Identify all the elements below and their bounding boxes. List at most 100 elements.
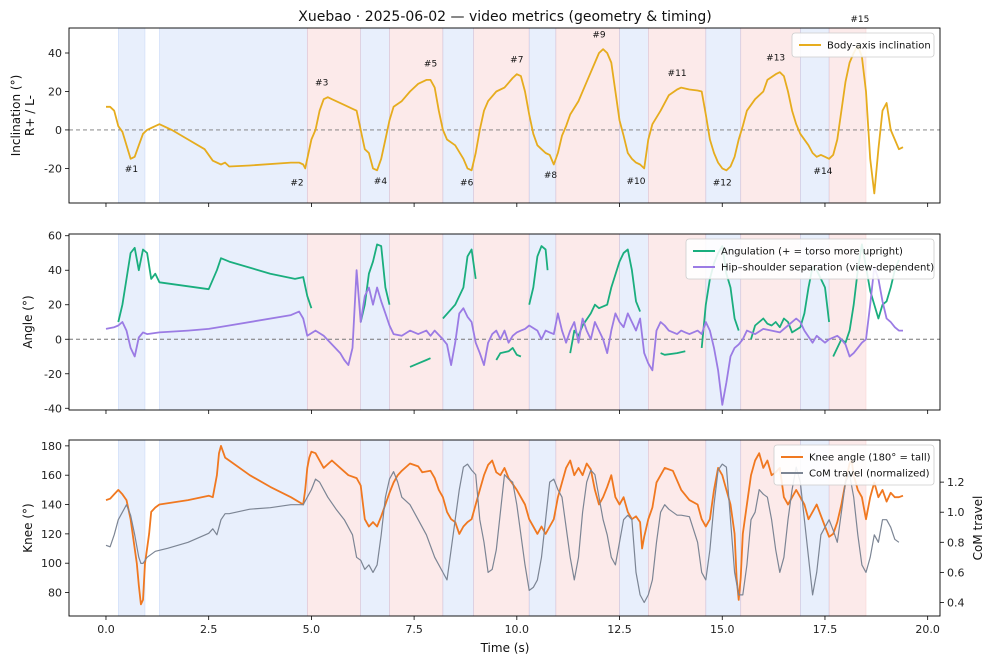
annotation-label: #4 [374,177,388,187]
phase-band-red [473,439,530,617]
y2-tick-label: 0.8 [947,536,965,549]
phase-band-blue [159,27,308,204]
phase-band-blue [360,439,390,617]
panel-3: 0.0 2.5 5.0 7.5 10.0 12.5 15.0 17.5 20.0 80 100 120… [21,439,985,636]
phase-band-blue [528,27,557,204]
phase-band-red [389,233,444,411]
phase-band-blue [360,27,390,204]
series-line-angulation-torso-more-upright [442,248,477,320]
phase-band-red [473,233,530,411]
series-line-com-travel-normalized [105,463,900,604]
y2-axis-label: CoM travel [971,496,985,561]
series-line-angulation-torso-more-upright [495,347,522,361]
y-tick-label: 160 [41,469,62,482]
y-tick-label: -20 [44,368,62,381]
y-tick-label: -40 [44,402,62,415]
phase-band-blue [619,439,649,617]
y-tick-label: 60 [48,230,62,243]
x-tick-label: 7.5 [405,623,423,636]
series-line-hip-shoulder-separation-view-dependent [105,265,903,406]
phase-band-red [740,27,801,204]
y-axis-label: Knee (°) [21,503,35,552]
y-tick-label: 0 [55,333,62,346]
legend-box [685,238,935,280]
x-tick-label: 12.5 [607,623,632,636]
y-axis-label: Angle (°) [21,295,35,348]
phase-band-red [306,439,362,617]
phase-band-red [389,27,444,204]
annotation-label: #6 [460,179,474,189]
x-tick-label: 15.0 [710,623,735,636]
series-line-angulation-torso-more-upright [528,245,549,305]
y-axis-label: R+ / L- [23,95,37,136]
annotation-label: #14 [813,167,832,177]
annotation-label: #15 [850,15,869,25]
y-tick-label: 180 [41,440,62,453]
legend-label: Body-axis inclination [827,41,931,52]
panel-2: -40 -20 0 20 40 60 Angle (°) Angulation (+ = to… [21,230,941,415]
phase-band-red [647,439,707,617]
annotation-label: #13 [766,54,785,64]
y2-tick-label: 1.2 [947,476,965,489]
y-tick-label: 0 [55,124,62,137]
chart-title: Xuebao · 2025-06-02 — video metrics (geo… [298,9,712,25]
annotation-label: #10 [626,177,645,187]
annotation-label: #7 [510,56,523,66]
x-tick-label: 5.0 [303,623,321,636]
y-tick-label: 80 [48,587,62,600]
x-tick-label: 0.0 [97,623,115,636]
annotation-label: #11 [668,69,687,79]
axes-frame [68,439,941,617]
y-axis-label: Inclination (°) [9,75,23,157]
phase-band-red [306,27,362,204]
x-tick-label: 17.5 [813,623,838,636]
phase-band-blue [705,439,742,617]
plot-layer: #1 #2 #3 #4 #5 #6 #7 #8 #9 #10 #11 #12 #13 #14 #15 -20 0… [9,15,985,636]
y-tick-label: 20 [48,299,62,312]
phase-band-red [555,233,620,411]
phase-band-blue [159,233,308,411]
phase-band-blue [705,27,742,204]
legend-label: Angulation (+ = torso more upright) [721,247,903,258]
x-tick-label: 10.0 [505,623,530,636]
y2-tick-label: 0.4 [947,596,965,609]
series-line-angulation-torso-more-upright [409,357,431,368]
axes-frame [68,27,941,204]
x-axis-label: Time (s) [480,641,530,655]
phase-band-blue [159,439,308,617]
legend-label: Knee angle (180° = tall) [809,453,931,464]
phase-band-blue [442,439,474,617]
annotation-label: #12 [713,179,732,189]
y-tick-label: 40 [48,47,62,60]
axes-frame [68,233,941,411]
phase-band-blue [360,233,390,411]
y-tick-label: 120 [41,528,62,541]
phase-band-blue [442,27,474,204]
phase-band-blue [528,233,557,411]
y-tick-label: -20 [44,162,62,175]
x-tick-label: 2.5 [200,623,218,636]
phase-band-red [473,27,530,204]
legend-box [773,444,935,486]
y-tick-label: 100 [41,557,62,570]
legend-label: CoM travel (normalized) [809,469,930,480]
series-line-body-axis-inclination [106,44,904,195]
annotation-label: #3 [315,79,328,89]
series-line-knee-angle-180-tall [105,445,904,606]
y-tick-label: 20 [48,85,62,98]
y2-tick-label: 1.0 [947,506,965,519]
y-tick-label: 140 [41,499,62,512]
y2-tick-label: 0.6 [947,566,965,579]
annotation-label: #8 [544,171,558,181]
legend-label: Hip–shoulder separation (view-dependent) [721,263,934,274]
panel-1: #1 #2 #3 #4 #5 #6 #7 #8 #9 #10 #11 #12 #13 #14 #15 -20 0… [9,15,941,207]
annotation-label: #1 [125,165,138,175]
legend-box [791,32,935,58]
phase-band-blue [118,27,146,204]
series-line-angulation-torso-more-upright [660,350,686,356]
annotation-label: #5 [424,59,437,69]
series-line-angulation-torso-more-upright [117,246,313,323]
y-tick-label: 40 [48,264,62,277]
phase-band-red [306,233,362,411]
